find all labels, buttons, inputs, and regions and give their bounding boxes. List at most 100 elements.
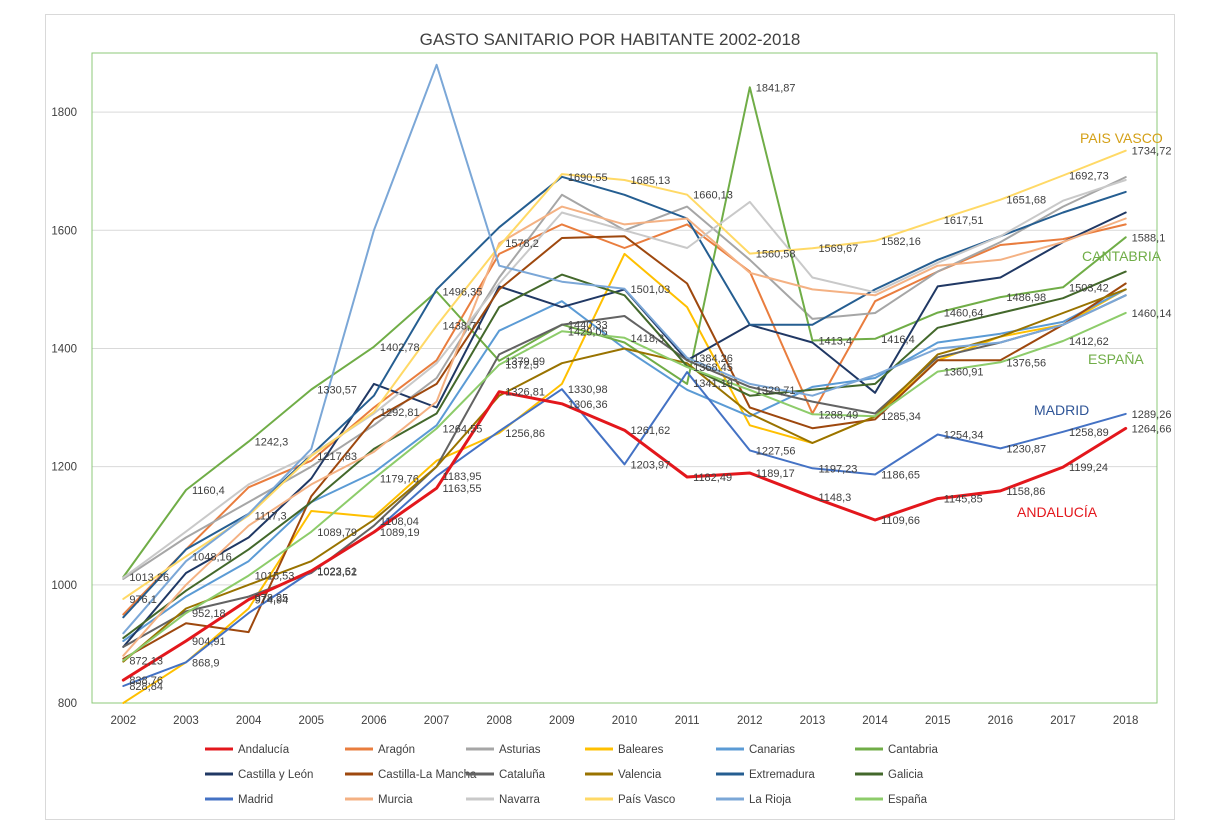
data-label: 952,18 xyxy=(192,608,226,620)
x-tick-label: 2010 xyxy=(612,715,638,727)
series-line-11 xyxy=(122,175,1127,619)
legend-label: Galicia xyxy=(888,769,924,781)
data-label: 978,25 xyxy=(255,593,289,605)
data-label: 1460,64 xyxy=(944,308,984,320)
data-label: 1183,95 xyxy=(443,471,482,483)
data-label: 1690,55 xyxy=(568,172,608,184)
data-label: 1341,19 xyxy=(693,378,733,390)
legend-label: Navarra xyxy=(499,794,541,806)
data-label: 1368,45 xyxy=(693,362,733,374)
legend-item: Galicia xyxy=(855,769,924,781)
legend-item: Castilla-La Mancha xyxy=(345,769,477,781)
data-label: 1734,72 xyxy=(1132,146,1172,158)
data-label: 1372,5 xyxy=(505,360,539,372)
data-label: 976,1 xyxy=(129,594,157,606)
data-label: 1179,76 xyxy=(380,474,419,486)
data-label: 1440,33 xyxy=(568,320,608,332)
data-label: 872,13 xyxy=(129,655,163,667)
legend-label: Castilla y León xyxy=(238,769,313,781)
series-line-10 xyxy=(122,288,1127,663)
data-label: 1685,13 xyxy=(631,175,671,187)
series-line-6 xyxy=(122,86,1127,578)
legend-label: Extremadura xyxy=(749,769,815,781)
data-label: 1501,03 xyxy=(631,284,671,296)
data-label: 1022,52 xyxy=(317,567,357,579)
data-label: 1438,71 xyxy=(443,321,483,333)
x-tick-label: 2009 xyxy=(549,715,575,727)
data-label: 868,9 xyxy=(192,657,220,669)
x-tick-label: 2002 xyxy=(111,715,137,727)
data-label: 1412,62 xyxy=(1069,336,1109,348)
data-label: 974,94 xyxy=(255,595,289,607)
y-tick-label: 1400 xyxy=(51,343,77,355)
legend-label: Madrid xyxy=(238,794,273,806)
data-label: 1560,58 xyxy=(756,249,796,261)
x-tick-label: 2016 xyxy=(988,715,1014,727)
series-line-1 xyxy=(121,390,1128,682)
legend-item: Madrid xyxy=(205,794,273,806)
legend-label: País Vasco xyxy=(618,794,675,806)
legend-item: Andalucía xyxy=(205,744,290,756)
x-tick-label: 2004 xyxy=(236,715,262,727)
data-label: 1841,87 xyxy=(756,82,796,94)
chart-frame xyxy=(45,14,1175,820)
data-label: 1588,1 xyxy=(1132,232,1166,244)
series-line-12 xyxy=(122,270,1127,639)
x-tick-label: 2012 xyxy=(737,715,763,727)
data-label: 1227,56 xyxy=(756,445,796,457)
series-line-17 xyxy=(122,63,1127,635)
data-label: 1117,3 xyxy=(255,511,287,523)
x-tick-label: 2006 xyxy=(361,715,387,727)
annotation-andaluc-a: ANDALUCÍA xyxy=(1017,504,1098,520)
data-label: 1660,13 xyxy=(693,190,733,202)
data-label: 1384,26 xyxy=(693,353,733,365)
annotation-pais-vasco: PAIS VASCO xyxy=(1080,130,1163,146)
data-label: 1023,61 xyxy=(317,566,357,578)
x-tick-label: 2013 xyxy=(800,715,826,727)
legend-item: Valencia xyxy=(585,769,662,781)
data-label: 1108,04 xyxy=(380,516,419,528)
legend-item: Asturias xyxy=(466,744,541,756)
x-tick-label: 2008 xyxy=(486,715,512,727)
data-label: 1460,14 xyxy=(1132,308,1172,320)
data-label: 1203,97 xyxy=(631,459,671,471)
data-label: 1217,83 xyxy=(317,451,357,463)
data-label: 1254,34 xyxy=(944,430,984,442)
data-label: 1160,4 xyxy=(192,485,225,497)
data-label: 828,84 xyxy=(129,681,163,693)
legend-label: Cataluña xyxy=(499,769,546,781)
legend-item: España xyxy=(855,794,928,806)
data-label: 1013,26 xyxy=(129,572,169,584)
x-tick-label: 2014 xyxy=(862,715,888,727)
data-label: 1413,4 xyxy=(818,336,852,348)
series-line-15 xyxy=(122,179,1127,579)
data-label: 1197,23 xyxy=(818,463,857,475)
y-tick-label: 1600 xyxy=(51,225,77,237)
data-label: 1402,78 xyxy=(380,342,420,354)
data-label: 1288,49 xyxy=(818,409,858,421)
legend-item: La Rioja xyxy=(716,794,792,806)
annotation-espa-a: ESPAÑA xyxy=(1088,351,1144,367)
annotation-madrid: MADRID xyxy=(1034,402,1089,418)
data-label: 1015,53 xyxy=(255,571,295,583)
x-tick-label: 2005 xyxy=(298,715,324,727)
data-label: 1692,73 xyxy=(1069,170,1109,182)
data-label: 1292,81 xyxy=(380,407,420,419)
data-label: 1376,56 xyxy=(1006,357,1046,369)
series-line-13 xyxy=(122,371,1127,687)
data-label: 1148,3 xyxy=(818,492,851,504)
data-label: 1189,17 xyxy=(756,468,795,480)
x-tick-label: 2018 xyxy=(1113,715,1139,727)
data-label: 1330,57 xyxy=(317,384,357,396)
legend-label: Castilla-La Mancha xyxy=(378,769,477,781)
legend-label: La Rioja xyxy=(749,794,792,806)
legend-item: Extremadura xyxy=(716,769,815,781)
legend-item: Aragón xyxy=(345,744,415,756)
data-label: 1285,34 xyxy=(881,411,921,423)
y-tick-label: 800 xyxy=(58,698,77,710)
legend-label: Asturias xyxy=(499,744,541,756)
data-label: 1145,85 xyxy=(944,494,983,506)
legend-label: Canarias xyxy=(749,744,795,756)
data-label: 1496,35 xyxy=(443,287,483,299)
